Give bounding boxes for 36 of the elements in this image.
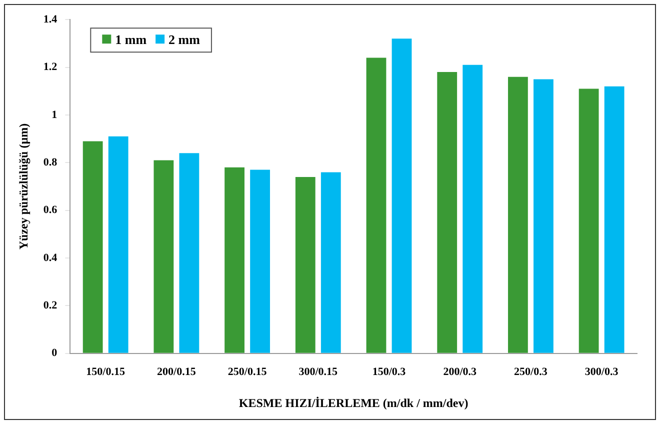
y-tick-label: 0.2 (43, 300, 58, 312)
bar (508, 76, 528, 353)
bar (320, 172, 341, 353)
x-tick-label: 250/0.3 (514, 366, 548, 378)
x-tick-label: 250/0.15 (228, 366, 268, 378)
bar (179, 153, 200, 353)
bar (250, 170, 270, 353)
y-axis-title: Yüzey pürüzlülüğü (µm) (16, 123, 30, 250)
bar (224, 167, 244, 353)
bar (578, 88, 599, 353)
legend-label: 1 mm (115, 32, 147, 47)
y-tick-label: 1 (52, 108, 58, 121)
bar (392, 38, 412, 353)
bar (437, 72, 458, 353)
x-tick-label: 200/0.15 (157, 366, 196, 378)
y-tick-label: 1.2 (43, 61, 58, 74)
x-tick-label: 150/0.3 (372, 366, 406, 378)
bar (154, 160, 174, 353)
x-axis-title: KESME HIZI/İLERLEME (m/dk / mm/dev) (238, 396, 468, 410)
x-tick-label: 300/0.15 (298, 366, 338, 378)
y-tick-label: 0 (52, 347, 58, 360)
legend-label: 2 mm (168, 32, 200, 47)
x-tick-label: 300/0.3 (584, 366, 619, 378)
y-tick-label: 1.4 (43, 13, 58, 26)
x-tick-label: 150/0.15 (86, 366, 126, 378)
bar (108, 136, 128, 353)
x-tick-label: 200/0.3 (443, 366, 478, 378)
y-tick-label: 0.4 (43, 252, 58, 264)
bar (366, 58, 386, 353)
bar (295, 176, 316, 353)
y-tick-label: 0.8 (43, 156, 58, 168)
bar (462, 64, 483, 353)
bar (82, 141, 103, 353)
bar (534, 79, 554, 353)
y-tick-label: 0.6 (43, 204, 58, 216)
bar (604, 86, 624, 353)
